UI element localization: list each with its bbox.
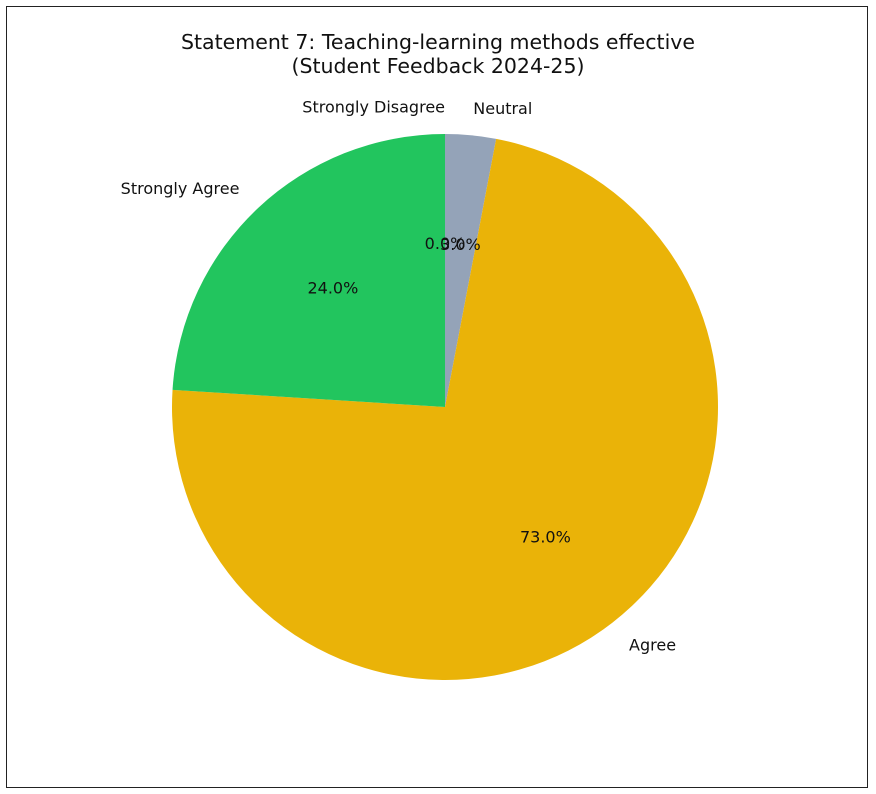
pie-labels: Neutral 3.0% Agree 73.0% Strongly Agree 24.0%… bbox=[121, 98, 676, 655]
slice-pct-neutral: 3.0% bbox=[440, 235, 481, 254]
slice-pct-strongly-agree: 24.0% bbox=[307, 279, 358, 298]
pie-slices bbox=[172, 134, 718, 681]
slice-label-strongly-disagree: Strongly Disagree bbox=[302, 98, 445, 117]
chart-frame bbox=[6, 6, 868, 788]
slice-pct-strongly-disagree: 0.0% bbox=[425, 234, 466, 253]
pie-slice-strongly-agree bbox=[172, 134, 445, 407]
pie-slice-neutral bbox=[445, 134, 497, 407]
chart-title-line1: Statement 7: Teaching-learning methods e… bbox=[180, 30, 696, 54]
slice-pct-agree: 73.0% bbox=[520, 527, 571, 546]
slice-label-neutral: Neutral bbox=[473, 99, 532, 118]
chart-title-line2: (Student Feedback 2024-25) bbox=[291, 54, 585, 78]
slice-label-strongly-agree: Strongly Agree bbox=[121, 179, 240, 198]
slice-label-agree: Agree bbox=[629, 635, 676, 654]
pie-slice-agree bbox=[172, 138, 718, 681]
